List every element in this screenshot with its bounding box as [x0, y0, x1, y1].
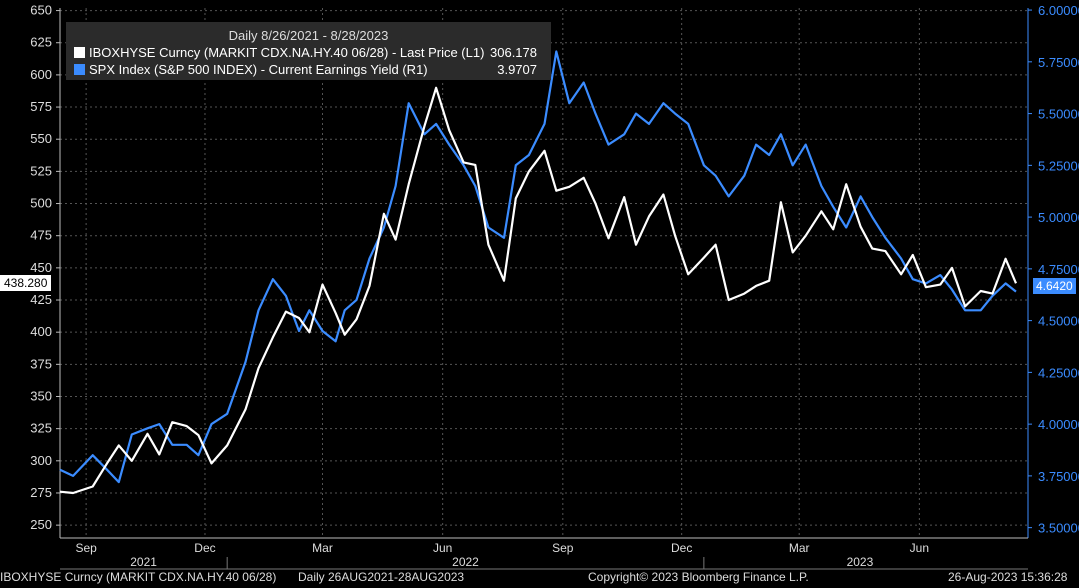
- last-value-left-badge: 438.280: [0, 275, 52, 291]
- left-tick-label: 300: [30, 453, 52, 468]
- left-tick-label: 400: [30, 324, 52, 339]
- x-year-label: 2023: [847, 555, 874, 569]
- right-tick-label: 5.50000: [1038, 107, 1079, 122]
- right-tick-label: 5.25000: [1038, 158, 1079, 173]
- x-axis-ticks: Sep Dec Mar Jun Sep Dec Mar Jun 2021 2022 2023: [75, 541, 929, 569]
- legend-swatch-white: [74, 47, 85, 58]
- legend: Daily 8/26/2021 - 8/28/2023 IBOXHYSE Cur…: [66, 22, 551, 80]
- x-year-label: 2021: [130, 555, 157, 569]
- footer-ticker: IBOXHYSE Curncy (MARKIT CDX.NA.HY.40 06/…: [0, 570, 277, 584]
- x-month-label: Sep: [75, 541, 97, 555]
- left-tick-label: 500: [30, 196, 52, 211]
- footer-copyright: Copyright© 2023 Bloomberg Finance L.P.: [588, 570, 809, 584]
- left-tick-label: 450: [30, 260, 52, 275]
- legend-title: Daily 8/26/2021 - 8/28/2023: [228, 28, 389, 43]
- left-axis-ticks: 650 625 600 575 550 525 500 475 450 425 400 375 350 3…: [30, 3, 60, 532]
- x-month-label: Jun: [433, 541, 452, 555]
- left-tick-label: 600: [30, 67, 52, 82]
- right-tick-label: 4.75000: [1038, 262, 1079, 277]
- legend-label: IBOXHYSE Curncy (MARKIT CDX.NA.HY.40 06/…: [89, 45, 485, 60]
- grid: [60, 8, 1028, 538]
- left-tick-label: 550: [30, 131, 52, 146]
- legend-label: SPX Index (S&P 500 INDEX) - Current Earn…: [89, 62, 428, 77]
- right-tick-label: 3.50000: [1038, 521, 1079, 536]
- x-month-label: Mar: [789, 541, 810, 555]
- series-line-spx-earnings-yield: [59, 50, 1017, 484]
- left-tick-label: 375: [30, 356, 52, 371]
- footer-timestamp: 26-Aug-2023 15:36:28: [948, 570, 1068, 584]
- last-value-right-badge: 4.6420: [1033, 278, 1076, 294]
- right-tick-label: 4.50000: [1038, 314, 1079, 329]
- right-tick-label: 5.75000: [1038, 55, 1079, 70]
- legend-value: 3.9707: [497, 62, 537, 77]
- left-tick-label: 650: [30, 3, 52, 18]
- right-tick-label: 4.00000: [1038, 417, 1079, 432]
- legend-row-spx: SPX Index (S&P 500 INDEX) - Current Earn…: [74, 62, 543, 78]
- right-tick-label: 5.00000: [1038, 210, 1079, 225]
- series-layer: [59, 50, 1018, 495]
- right-axis-ticks: 6.00000 5.75000 5.50000 5.25000 5.00000 4.750…: [1028, 3, 1079, 536]
- left-tick-label: 525: [30, 163, 52, 178]
- left-tick-label: 250: [30, 517, 52, 532]
- left-tick-label: 275: [30, 485, 52, 500]
- x-month-label: Jun: [910, 541, 929, 555]
- left-tick-label: 350: [30, 388, 52, 403]
- x-year-label: 2022: [452, 555, 479, 569]
- left-tick-label: 575: [30, 99, 52, 114]
- right-tick-label: 3.75000: [1038, 469, 1079, 484]
- left-tick-label: 325: [30, 421, 52, 436]
- legend-swatch-blue: [74, 64, 85, 75]
- right-tick-label: 6.00000: [1038, 3, 1079, 18]
- footer-range: Daily 26AUG2021-28AUG2023: [298, 570, 465, 584]
- left-tick-label: 475: [30, 228, 52, 243]
- x-month-label: Sep: [552, 541, 574, 555]
- left-tick-label: 625: [30, 35, 52, 50]
- legend-value: 306.178: [490, 45, 537, 60]
- x-month-label: Mar: [312, 541, 333, 555]
- x-month-label: Dec: [671, 541, 692, 555]
- x-month-label: Dec: [194, 541, 215, 555]
- series-line-iboxhyse: [59, 86, 1018, 495]
- axes: [59, 8, 1029, 570]
- right-tick-label: 4.25000: [1038, 365, 1079, 380]
- legend-row-iboxhyse: IBOXHYSE Curncy (MARKIT CDX.NA.HY.40 06/…: [74, 45, 543, 61]
- left-tick-label: 425: [30, 292, 52, 307]
